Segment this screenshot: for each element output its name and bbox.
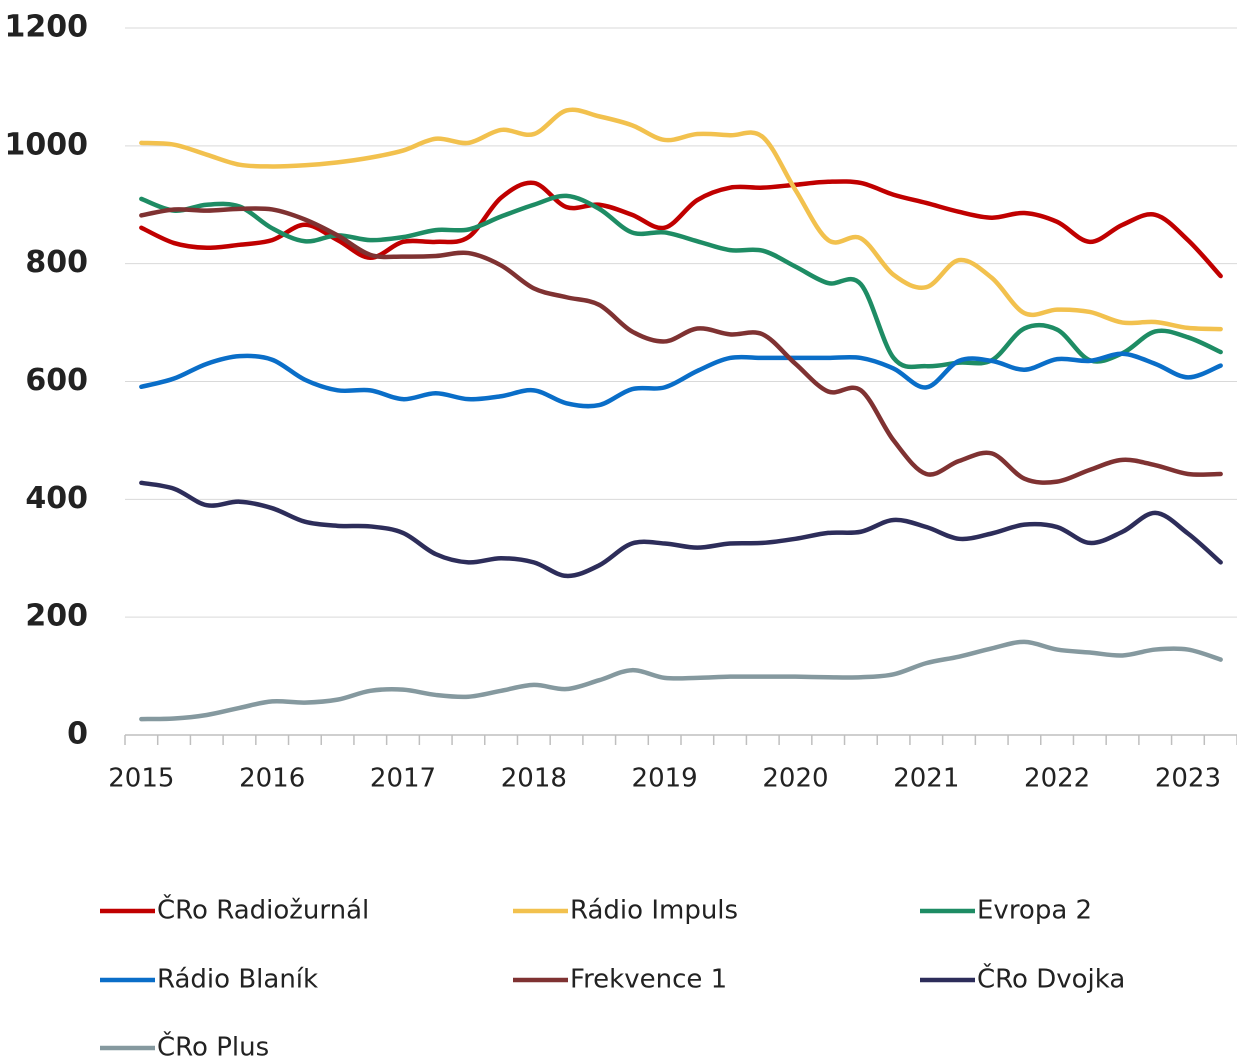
legend-label: Evropa 2 bbox=[977, 896, 1092, 926]
x-tick-label: 2021 bbox=[893, 764, 959, 794]
legend-label: ČRo Dvojka bbox=[977, 963, 1125, 995]
y-tick-label: 800 bbox=[25, 245, 88, 280]
y-tick-label: 400 bbox=[25, 481, 88, 516]
y-tick-label: 0 bbox=[67, 717, 88, 752]
legend-label: Rádio Impuls bbox=[570, 896, 738, 926]
x-tick-label: 2023 bbox=[1155, 764, 1221, 794]
x-tick-label: 2015 bbox=[108, 764, 174, 794]
y-tick-label: 200 bbox=[25, 599, 88, 634]
series-line bbox=[139, 179, 1223, 279]
x-tick-label: 2017 bbox=[370, 764, 436, 794]
series-line bbox=[139, 480, 1223, 579]
legend-label: Rádio Blaník bbox=[157, 965, 318, 995]
x-tick-label: 2016 bbox=[239, 764, 305, 794]
legend-label: ČRo Radiožurnál bbox=[157, 894, 369, 926]
legend-label: ČRo Plus bbox=[157, 1031, 269, 1063]
x-tick-label: 2022 bbox=[1024, 764, 1090, 794]
series-line bbox=[139, 639, 1223, 722]
series-line bbox=[139, 193, 1223, 370]
y-tick-label: 1000 bbox=[5, 127, 89, 162]
x-tick-label: 2018 bbox=[501, 764, 567, 794]
x-tick-label: 2019 bbox=[632, 764, 698, 794]
series-line bbox=[139, 206, 1223, 485]
y-tick-label: 1200 bbox=[5, 10, 89, 45]
legend-label: Frekvence 1 bbox=[570, 965, 727, 995]
series-line bbox=[139, 351, 1223, 409]
x-tick-label: 2020 bbox=[762, 764, 828, 794]
series-line bbox=[139, 107, 1223, 332]
y-tick-label: 600 bbox=[25, 363, 88, 398]
